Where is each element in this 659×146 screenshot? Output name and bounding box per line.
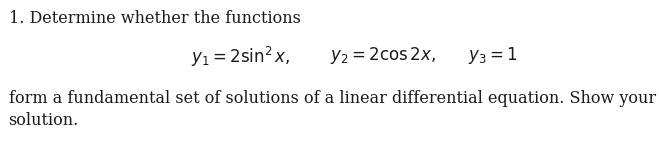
Text: $y_3 = 1$: $y_3 = 1$ [468,45,517,66]
Text: solution.: solution. [9,112,79,129]
Text: form a fundamental set of solutions of a linear differential equation. Show your: form a fundamental set of solutions of a… [9,90,659,107]
Text: $y_2 = 2\cos 2x,$: $y_2 = 2\cos 2x,$ [330,45,436,66]
Text: $y_1 = 2\sin^2 x,$: $y_1 = 2\sin^2 x,$ [191,45,291,69]
Text: 1. Determine whether the functions: 1. Determine whether the functions [9,10,301,27]
